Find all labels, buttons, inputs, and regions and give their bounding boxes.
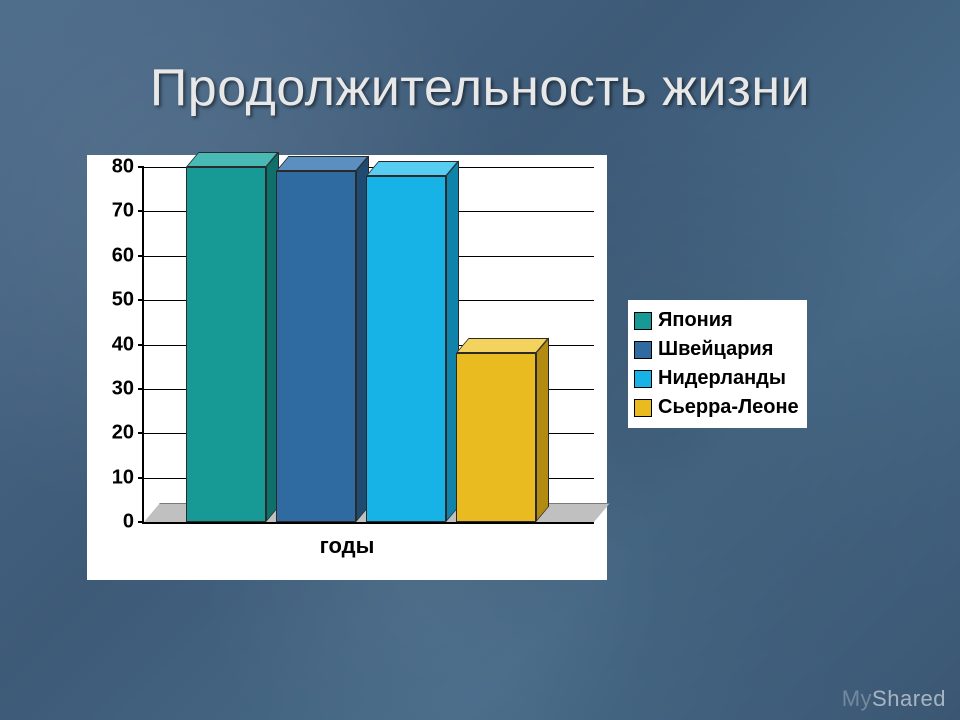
legend-label: Япония (658, 309, 733, 332)
bar-top (276, 156, 369, 171)
y-axis-label: 10 (112, 466, 144, 489)
legend-swatch (634, 312, 652, 330)
legend-label: Нидерланды (658, 367, 786, 390)
chart-container: 01020304050607080 годы (87, 155, 607, 580)
legend-item-3: Сьерра-Леоне (634, 393, 799, 422)
bar-top (456, 338, 549, 353)
y-axis-label: 50 (112, 289, 144, 312)
bar-front (456, 353, 536, 522)
y-axis-label: 30 (112, 377, 144, 400)
bar-1 (276, 171, 356, 522)
y-axis-label: 60 (112, 244, 144, 267)
bar-2 (366, 176, 446, 522)
watermark-part1: My (842, 686, 872, 711)
x-axis-label: годы (87, 533, 607, 559)
legend-swatch (634, 341, 652, 359)
legend-item-0: Япония (634, 306, 799, 335)
slide-title: Продолжительность жизни (0, 58, 960, 118)
y-axis-label: 20 (112, 422, 144, 445)
bar-front (276, 171, 356, 522)
bar-front (186, 167, 266, 522)
bar-top (366, 161, 459, 176)
chart-legend: Япония Швейцария Нидерланды Сьерра-Леоне (628, 300, 807, 428)
bar-top (186, 152, 279, 167)
bar-3 (456, 353, 536, 522)
bar-front (366, 176, 446, 522)
y-axis-label: 0 (123, 511, 144, 534)
y-axis-label: 40 (112, 333, 144, 356)
legend-swatch (634, 370, 652, 388)
chart-plot-area: 01020304050607080 (142, 167, 594, 524)
watermark-part2: Shared (872, 686, 946, 711)
bar-side (536, 338, 549, 522)
legend-swatch (634, 399, 652, 417)
legend-label: Швейцария (658, 338, 773, 361)
legend-label: Сьерра-Леоне (658, 396, 799, 419)
legend-item-1: Швейцария (634, 335, 799, 364)
slide: Продолжительность жизни 0102030405060708… (0, 0, 960, 720)
legend-item-2: Нидерланды (634, 364, 799, 393)
watermark: MyShared (842, 686, 946, 712)
y-axis-label: 70 (112, 200, 144, 223)
y-axis-label: 80 (112, 156, 144, 179)
bar-0 (186, 167, 266, 522)
